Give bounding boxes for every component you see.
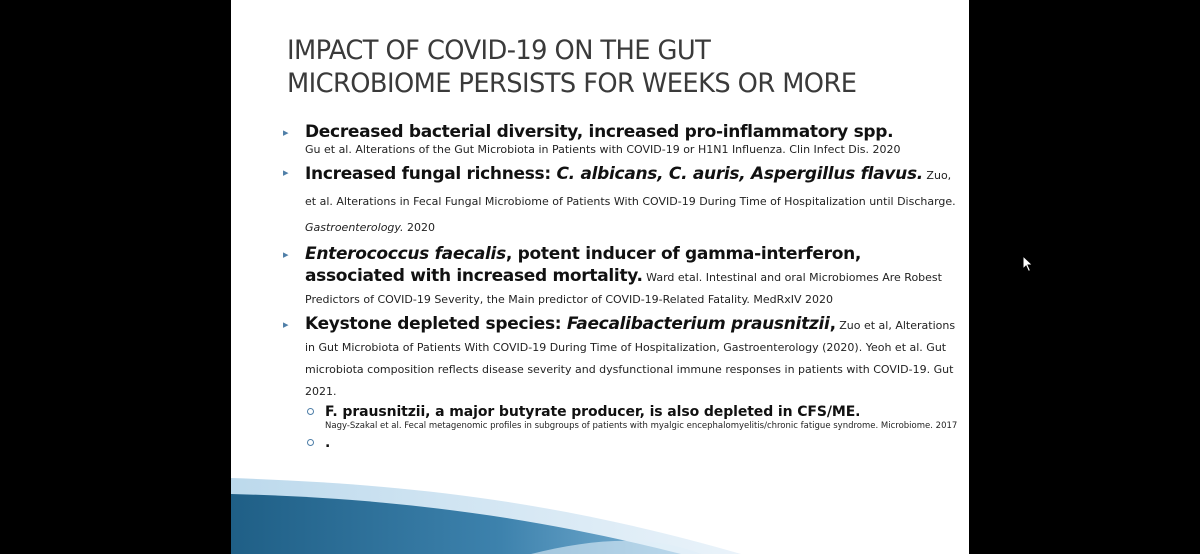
sub-item-citation: Nagy-Szakal et al. Fecal metagenomic pro… <box>325 421 958 431</box>
slide-title-line-1: IMPACT OF COVID-19 ON THE GUT <box>287 35 711 66</box>
sub-item-headline: F. prausnitzii, a major butyrate produce… <box>325 404 861 420</box>
item-headline-colon: : <box>544 164 557 184</box>
sub-item-headline: . <box>325 435 331 451</box>
item-citation: Zuo, et al. Alterations in Fecal Fungal … <box>305 169 956 234</box>
slide-decorative-swoosh <box>231 478 741 554</box>
mouse-pointer-icon <box>1022 255 1034 273</box>
item-headline: Increased fungal richness: C. albicans, … <box>305 161 961 239</box>
triangle-bullet-icon: ▸ <box>283 318 289 331</box>
item-citation-year: 2020 <box>403 221 436 234</box>
item-headline: Keystone depleted species: Faecalibacter… <box>305 313 961 401</box>
list-item: ▸ Increased fungal richness: C. albicans… <box>281 161 961 239</box>
item-headline-species: Faecalibacterium prausnitzii <box>566 314 830 334</box>
presentation-slide: IMPACT OF COVID-19 ON THE GUT MICROBIOME… <box>231 0 969 554</box>
triangle-bullet-icon: ▸ <box>283 248 289 261</box>
bullet-list: ▸ Decreased bacterial diversity, increas… <box>281 121 961 456</box>
item-citation-journal: Gastroenterology. <box>305 221 404 234</box>
item-citation: Zuo et al, Alterations in Gut Microbiota… <box>305 319 956 398</box>
item-citation: Ward etal. Intestinal and oral Microbiom… <box>305 271 942 306</box>
item-headline-text: Increased fungal richness <box>305 164 545 184</box>
item-citation-text: Zuo, et al. Alterations in Fecal Fungal … <box>305 169 956 208</box>
item-headline: Enterococcus faecalis, potent inducer of… <box>305 243 961 309</box>
triangle-bullet-icon: ▸ <box>283 166 289 179</box>
list-item: ▸ Decreased bacterial diversity, increas… <box>281 121 961 157</box>
sub-list-item: F. prausnitzii, a major butyrate produce… <box>305 403 961 432</box>
item-citation: Gu et al. Alterations of the Gut Microbi… <box>305 143 901 156</box>
item-headline-species: C. albicans, C. auris, Aspergillus flavu… <box>556 164 924 184</box>
list-item: ▸ Enterococcus faecalis, potent inducer … <box>281 243 961 309</box>
item-headline-text: Keystone depleted species: <box>305 314 567 334</box>
item-headline-comma: , <box>829 314 836 334</box>
item-headline-text: , potent inducer of gamma-interferon, as… <box>305 244 862 286</box>
item-headline-species: Enterococcus faecalis <box>305 244 506 264</box>
item-headline: Decreased bacterial diversity, increased… <box>305 122 894 142</box>
sub-list-item: . <box>305 434 961 452</box>
list-item: ▸ Keystone depleted species: Faecalibact… <box>281 313 961 452</box>
sub-bullet-list: F. prausnitzii, a major butyrate produce… <box>305 403 961 452</box>
triangle-bullet-icon: ▸ <box>283 126 289 139</box>
slide-title-line-2: MICROBIOME PERSISTS FOR WEEKS OR MORE <box>287 68 857 99</box>
circle-bullet-icon <box>307 439 314 446</box>
circle-bullet-icon <box>307 408 314 415</box>
slide-title: IMPACT OF COVID-19 ON THE GUT MICROBIOME… <box>287 34 927 100</box>
